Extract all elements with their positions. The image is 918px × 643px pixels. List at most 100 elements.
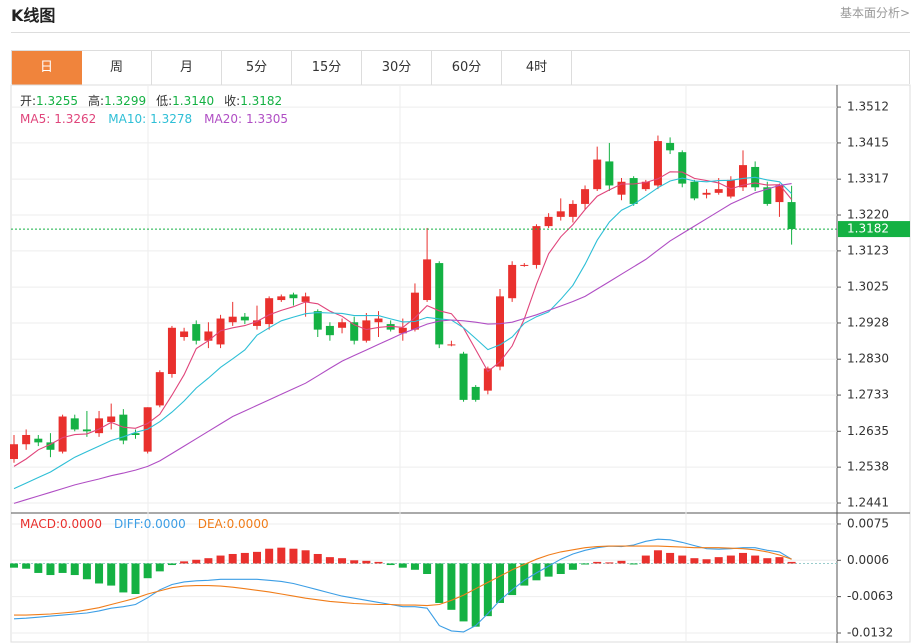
macd-bar: [520, 563, 529, 586]
macd-bar: [289, 548, 298, 564]
macd-bar: [496, 563, 504, 603]
macd-bar: [58, 563, 67, 573]
macd-bar: [350, 560, 359, 564]
macd-bar: [739, 552, 747, 564]
candle-body: [350, 322, 359, 341]
period-tab[interactable]: 5分: [222, 51, 292, 85]
indicator-line: [13, 538, 792, 633]
period-tab[interactable]: 月: [152, 51, 222, 85]
candle-body: [678, 152, 687, 184]
period-tab[interactable]: 15分: [292, 51, 362, 85]
last-price-label: 1.3182: [847, 222, 889, 236]
y-tick-label: 1.3512: [847, 100, 889, 114]
legend-value: 0.0000: [60, 517, 102, 531]
ohlc-label: 开:: [20, 94, 36, 108]
candle-body: [204, 331, 213, 341]
page-title: K线图: [11, 6, 56, 25]
macd-bar: [10, 563, 18, 568]
macd-bar: [265, 548, 274, 564]
macd-bar: [556, 563, 565, 574]
macd-bar: [228, 553, 237, 564]
macd-bar: [277, 547, 286, 564]
candle-body: [289, 294, 298, 299]
macd-bar: [313, 553, 322, 564]
candle-body: [265, 298, 274, 325]
macd-bar: [386, 563, 395, 566]
legend-name: MA20:: [204, 112, 242, 126]
macd-bar: [751, 555, 760, 564]
candle-body: [471, 386, 480, 400]
macd-bar: [714, 557, 723, 564]
candle-body: [70, 418, 79, 430]
macd-bar: [374, 561, 383, 564]
candle-body: [556, 211, 565, 217]
ohlc-value: 1.3299: [104, 94, 146, 108]
macd-bar: [301, 550, 310, 564]
macd-bar: [581, 563, 590, 565]
candle-body: [313, 311, 322, 330]
macd-bar: [143, 563, 152, 579]
candle-body: [155, 372, 164, 406]
candle-body: [423, 259, 432, 301]
ohlc-value: 1.3182: [240, 94, 282, 108]
legend-name: MA5:: [20, 112, 50, 126]
candle-body: [593, 159, 602, 190]
macd-bar: [107, 563, 116, 586]
candle-body: [459, 353, 468, 400]
candle-body: [95, 418, 104, 434]
macd-bar: [410, 563, 419, 570]
macd-bar: [70, 563, 79, 576]
period-tab[interactable]: 周: [82, 51, 152, 85]
candle-body: [496, 296, 504, 367]
macd-bar: [34, 563, 43, 573]
candle-body: [374, 318, 383, 323]
macd-bar: [240, 552, 249, 564]
legend-value: 0.0000: [227, 517, 269, 531]
y-tick-label: 1.2928: [847, 315, 889, 329]
macd-bar: [119, 563, 128, 593]
candle-body: [447, 344, 456, 346]
candle-body: [180, 331, 189, 338]
y-tick-label: 1.3220: [847, 208, 889, 222]
y-tick-label: 1.2538: [847, 460, 889, 474]
y-tick-label: -0.0132: [847, 625, 893, 639]
candle-body: [386, 324, 395, 330]
chart-frame: [10, 84, 911, 643]
legend-value: 1.3305: [246, 112, 288, 126]
candle-body: [362, 320, 371, 341]
candle-body: [483, 368, 492, 391]
ohlc-label: 收:: [224, 94, 240, 108]
macd-bar: [204, 558, 213, 564]
macd-bar: [471, 563, 480, 627]
macd-bar: [435, 563, 444, 603]
candle-body: [338, 322, 347, 328]
candle-body: [253, 320, 261, 326]
macd-bar: [641, 555, 650, 564]
macd-bar: [82, 563, 91, 580]
indicator-line: [14, 545, 792, 616]
fundamental-link[interactable]: 基本面分析>: [839, 6, 910, 20]
y-tick-label: 1.3025: [847, 280, 889, 294]
candle-body: [775, 185, 784, 203]
period-tab[interactable]: 日: [12, 51, 82, 85]
ohlc-label: 高:: [88, 93, 104, 108]
period-tab[interactable]: 4时: [502, 51, 572, 85]
candle-body: [34, 438, 43, 443]
candle-body: [653, 141, 662, 186]
y-tick-label: 1.3123: [847, 243, 889, 257]
candle-body: [666, 142, 675, 151]
candle-body: [532, 226, 541, 265]
y-tick-label: 1.3415: [847, 135, 889, 149]
legend-value: 1.3262: [54, 112, 96, 126]
period-tab[interactable]: 30分: [362, 51, 432, 85]
candle-body: [167, 327, 176, 374]
macd-bar: [483, 563, 492, 617]
ma-legend: MA5: 1.3262 MA10: 1.3278 MA20: 1.3305: [20, 112, 288, 126]
macd-bar: [253, 551, 261, 564]
period-tab[interactable]: 60分: [432, 51, 502, 85]
macd-bar: [423, 563, 432, 574]
candle-body: [325, 325, 334, 336]
y-tick-label: 0.0006: [847, 553, 889, 567]
ohlc-value: 1.3140: [172, 94, 214, 108]
